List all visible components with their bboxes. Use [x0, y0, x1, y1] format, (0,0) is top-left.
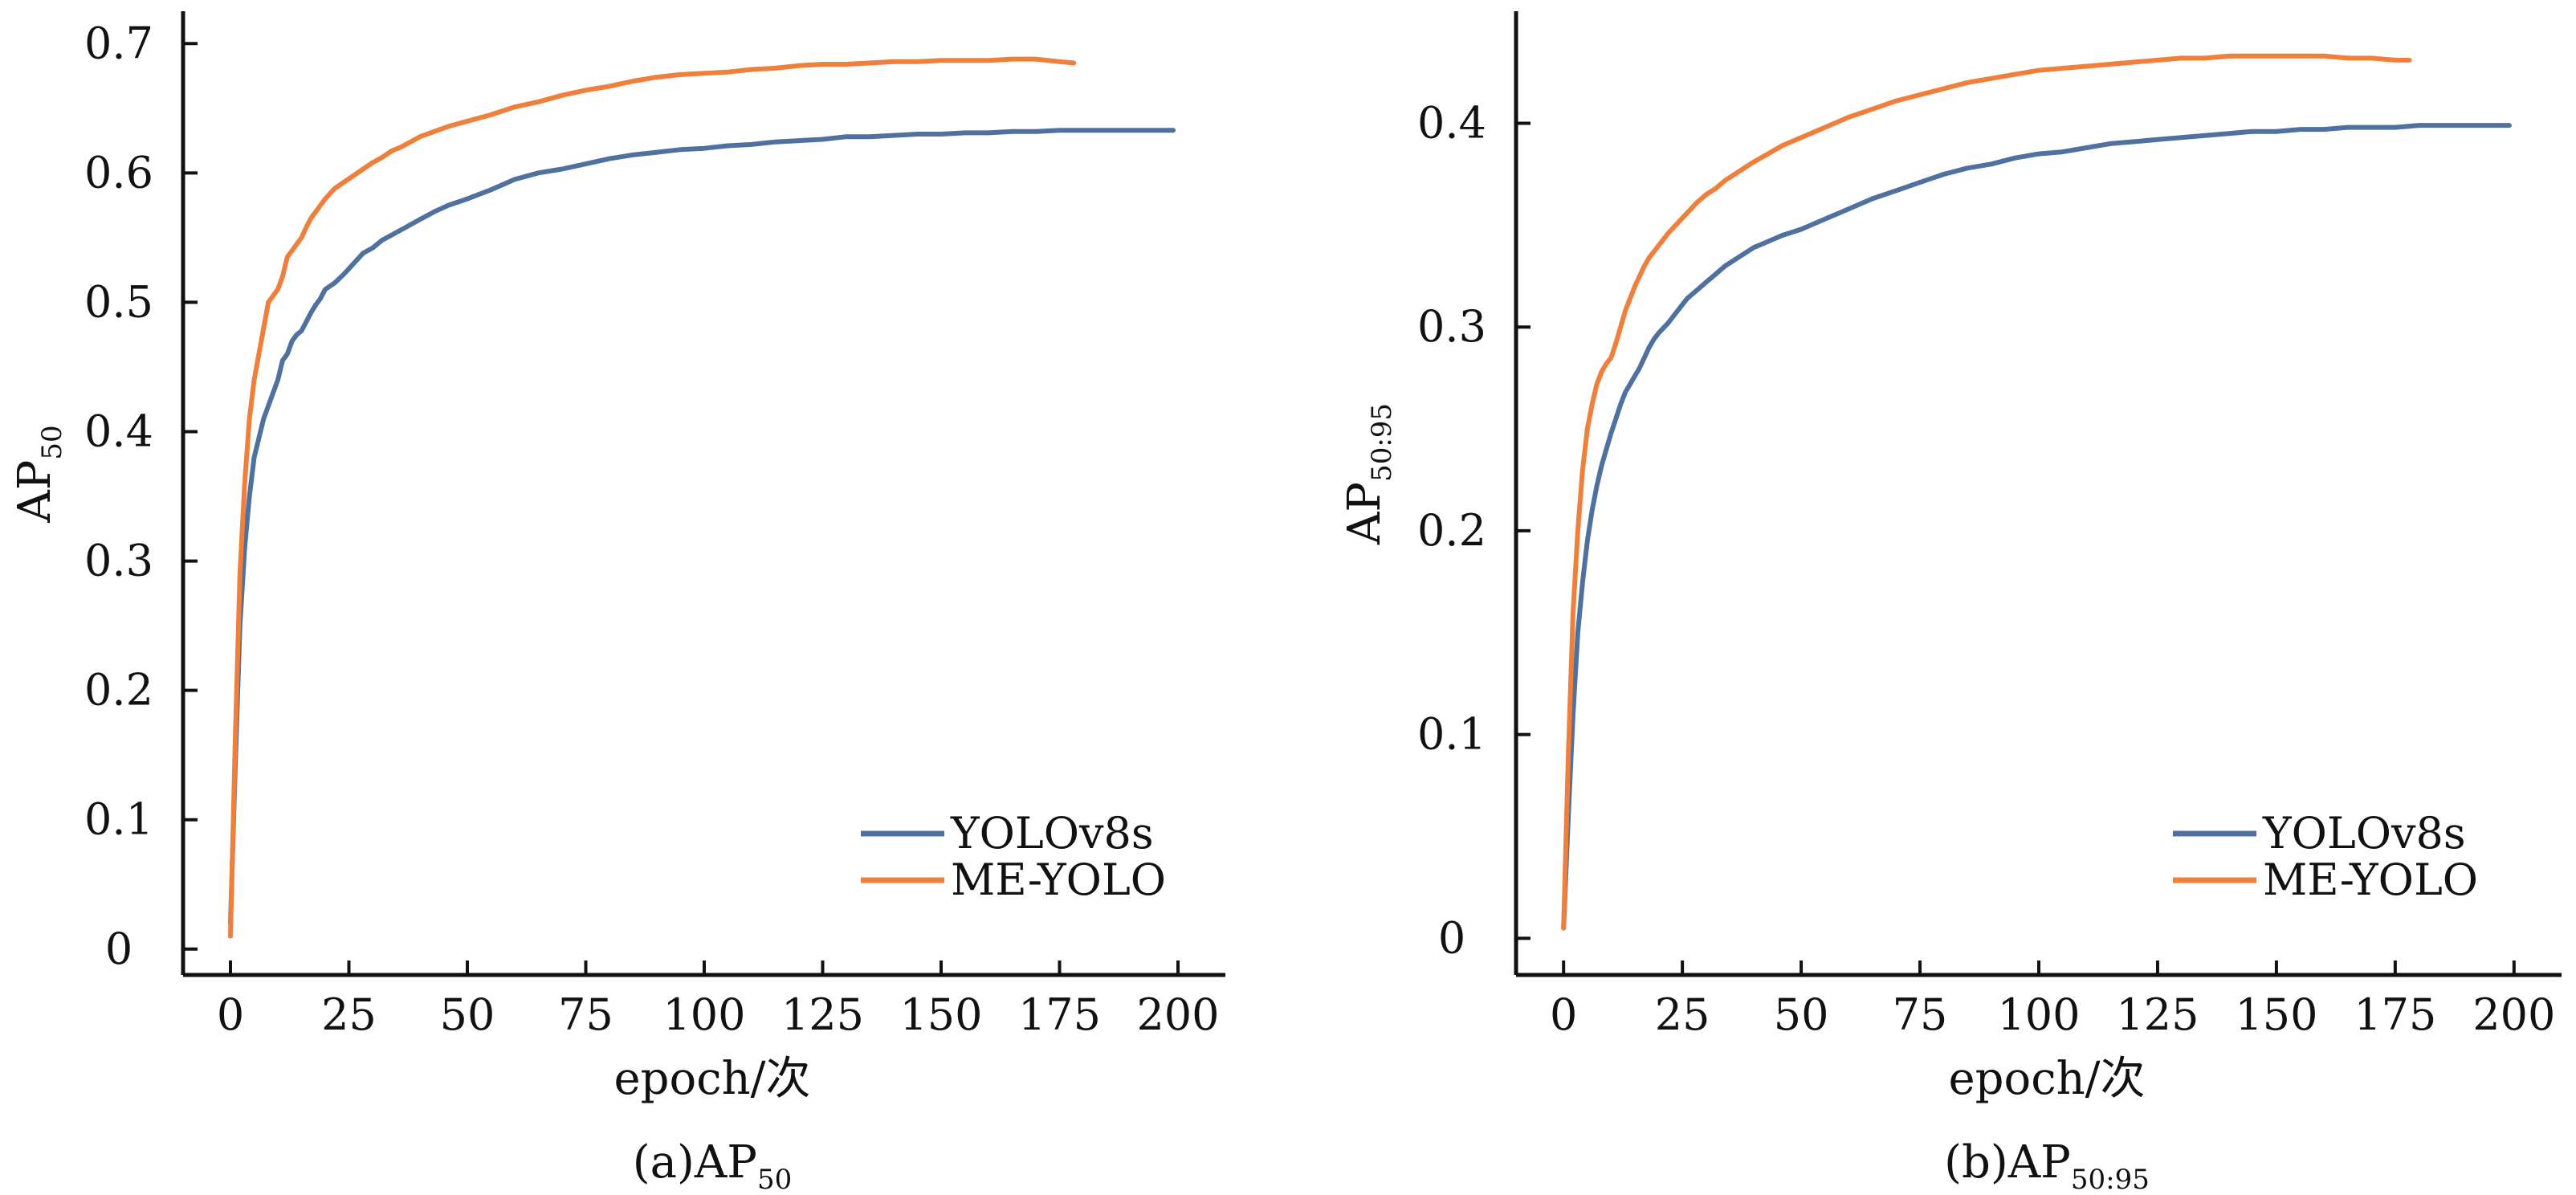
y-axis-label: AP50 — [9, 425, 68, 523]
series-group — [1561, 53, 2512, 931]
y-tick-label: 0.3 — [1417, 301, 1486, 352]
x-tick-label: 200 — [1136, 989, 1219, 1040]
x-tick-label: 75 — [1893, 989, 1948, 1040]
y-tick-label: 0.4 — [84, 406, 153, 456]
legend-label: ME-YOLO — [951, 854, 1166, 905]
caption-main: (a)AP — [633, 1136, 757, 1189]
y-tick-label: 0.3 — [84, 536, 153, 586]
x-tick-label: 125 — [2116, 989, 2199, 1040]
x-tick-label: 75 — [558, 989, 613, 1040]
y-axis-label-main: AP — [9, 460, 61, 524]
y-tick-label: 0.7 — [84, 18, 153, 68]
y-axis-label-subscript: 50 — [36, 425, 68, 459]
x-tick-label: 0 — [1550, 989, 1577, 1040]
axes-group: 0 0.1 0.2 0.3 0.4 0 25 50 75 100 125 150 175 200 — [1417, 11, 2562, 1040]
legend-label: YOLOv8s — [950, 808, 1154, 859]
x-tick-label: 150 — [2235, 989, 2317, 1040]
y-tick-label: 0.6 — [84, 147, 153, 198]
x-tick-label: 100 — [662, 989, 745, 1040]
y-tick-label: 0.5 — [84, 276, 153, 327]
x-axis-label: epoch/次 — [1949, 1053, 2146, 1105]
y-tick-label: 0.1 — [1417, 709, 1486, 760]
caption-main: (b)AP — [1944, 1136, 2071, 1189]
x-tick-label: 50 — [440, 989, 495, 1040]
y-axis-label: AP50:95 — [1339, 403, 1398, 545]
chart-panel-ap50-95: 0 0.1 0.2 0.3 0.4 0 25 50 75 100 125 150 175 200 YOLO… — [1339, 11, 2562, 1195]
x-tick-label: 25 — [1655, 989, 1710, 1040]
x-tick-label: 200 — [2472, 989, 2555, 1040]
y-axis-label-main: AP — [1339, 482, 1391, 545]
y-tick-label: 0.2 — [1417, 505, 1486, 556]
caption-subscript: 50 — [757, 1164, 792, 1195]
series-group — [228, 56, 1176, 939]
x-tick-label: 150 — [899, 989, 982, 1040]
y-axis-label-subscript: 50:95 — [1366, 403, 1398, 482]
x-axis-label: epoch/次 — [614, 1053, 811, 1105]
legend-label: ME-YOLO — [2263, 854, 2478, 905]
y-tick-label: 0 — [105, 924, 132, 974]
series-line — [1561, 123, 2512, 931]
panel-caption: (a)AP50 — [633, 1136, 792, 1195]
series-line — [1561, 53, 2412, 931]
x-tick-label: 125 — [781, 989, 864, 1040]
y-tick-label: 0.1 — [84, 794, 153, 845]
legend-label: YOLOv8s — [2262, 808, 2466, 859]
series-line — [228, 56, 1077, 939]
y-tick-label: 0 — [1438, 912, 1465, 963]
chart-panel-ap50: 0 0.1 0.2 0.3 0.4 0.5 0.6 0.7 0 25 50 75 100 125 150 17… — [9, 11, 1225, 1195]
x-tick-label: 0 — [217, 989, 244, 1040]
x-tick-label: 175 — [1018, 989, 1101, 1040]
x-tick-label: 100 — [1997, 989, 2080, 1040]
caption-subscript: 50:95 — [2071, 1164, 2150, 1195]
x-tick-label: 175 — [2354, 989, 2436, 1040]
x-tick-label: 25 — [321, 989, 377, 1040]
panel-caption: (b)AP50:95 — [1944, 1136, 2150, 1195]
series-line — [228, 128, 1176, 926]
axes-group: 0 0.1 0.2 0.3 0.4 0.5 0.6 0.7 0 25 50 75 100 125 150 17… — [84, 11, 1225, 1040]
y-tick-label: 0.2 — [84, 665, 153, 716]
y-tick-label: 0.4 — [1417, 98, 1486, 149]
x-tick-label: 50 — [1774, 989, 1829, 1040]
